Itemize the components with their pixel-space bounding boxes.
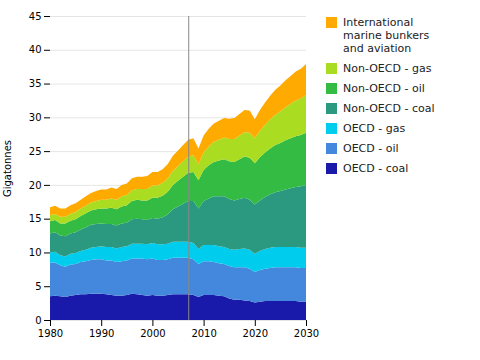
svg-text:2010: 2010: [191, 328, 216, 339]
html-text:OECD - oil: OECD - oil: [343, 142, 399, 155]
html-text:International marine bunkers a: International marine bunkers and aviatio…: [343, 16, 430, 55]
svg-text:1980: 1980: [38, 328, 63, 339]
html-text:Non-OECD - oil: Non-OECD - oil: [343, 82, 425, 95]
svg-text:15: 15: [29, 213, 42, 224]
html-text:OECD - coal: OECD - coal: [343, 162, 409, 175]
svg-text:2020: 2020: [243, 328, 268, 339]
svg-text:5: 5: [35, 281, 41, 292]
svg-text:2000: 2000: [140, 328, 165, 339]
html-text:OECD - gas: OECD - gas: [343, 122, 406, 135]
svg-text:2030: 2030: [294, 328, 319, 339]
svg-text:20: 20: [29, 180, 42, 191]
html-text:Non-OECD - gas: Non-OECD - gas: [343, 62, 432, 75]
html-text:Non-OECD - coal: Non-OECD - coal: [343, 102, 435, 115]
svg-text:25: 25: [29, 146, 42, 157]
svg-text:Gigatonnes: Gigatonnes: [2, 140, 13, 197]
svg-text:1990: 1990: [89, 328, 114, 339]
svg-text:30: 30: [29, 112, 42, 123]
svg-text:10: 10: [29, 247, 42, 258]
svg-text:45: 45: [29, 11, 42, 22]
svg-text:0: 0: [35, 315, 41, 326]
svg-text:35: 35: [29, 78, 42, 89]
svg-text:40: 40: [29, 44, 42, 55]
